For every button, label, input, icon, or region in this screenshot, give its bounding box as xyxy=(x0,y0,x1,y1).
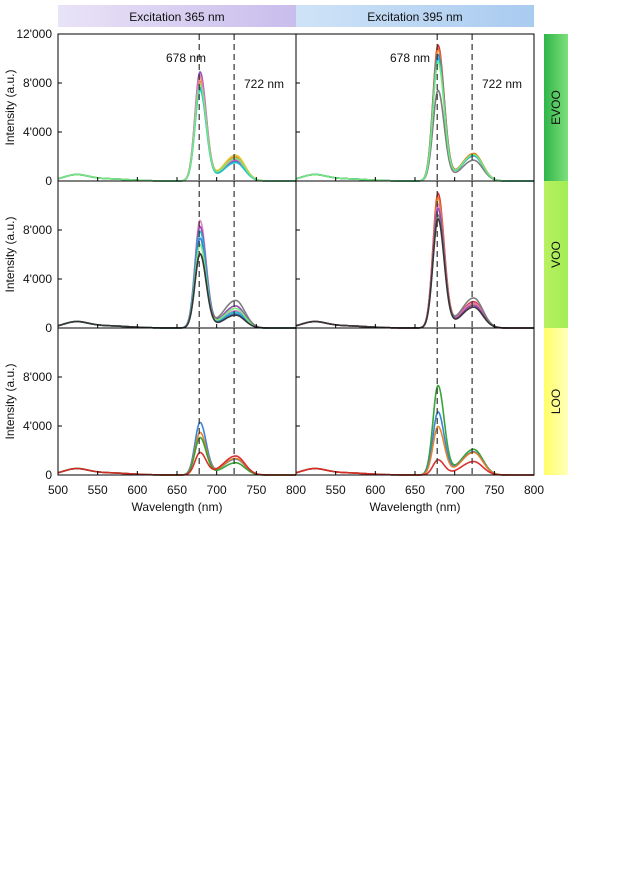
series-line xyxy=(57,86,296,182)
x-tick-label: 650 xyxy=(167,483,187,497)
series-line xyxy=(295,213,534,329)
series-line xyxy=(57,230,296,329)
series-line xyxy=(57,74,296,182)
row-label-bar xyxy=(544,181,568,328)
series-line xyxy=(295,191,534,329)
panel-frame xyxy=(295,327,535,476)
series-line xyxy=(57,252,296,329)
series-line xyxy=(295,47,534,182)
series-line xyxy=(57,431,296,476)
panel-voo-365nm xyxy=(57,181,296,329)
series-line xyxy=(295,206,534,329)
series-line xyxy=(295,425,534,476)
series-line xyxy=(57,421,296,476)
row-labels: EVOO VOO LOO xyxy=(544,34,568,475)
y-tick-label: 8'000 xyxy=(23,370,52,384)
x-tick-label: 600 xyxy=(365,483,385,497)
y-tick-label: 0 xyxy=(45,174,52,188)
series-line xyxy=(295,410,534,476)
y-tick-label: 8'000 xyxy=(23,223,52,237)
panel-frame xyxy=(57,180,297,329)
series-line xyxy=(57,225,296,329)
series-line xyxy=(57,436,296,476)
panel-loo-365nm xyxy=(57,328,296,476)
series-line xyxy=(295,196,534,329)
column-header-bar xyxy=(58,5,296,27)
y-tick-label: 0 xyxy=(45,321,52,335)
x-tick-label: 650 xyxy=(405,483,425,497)
x-tick-label: 800 xyxy=(286,483,306,497)
peak-annotation: 678 nm xyxy=(166,51,206,65)
row-label: EVOO xyxy=(549,90,563,125)
series-line xyxy=(57,252,296,329)
series-line xyxy=(57,88,296,182)
series-line xyxy=(295,217,534,329)
series-line xyxy=(295,43,534,182)
series-line xyxy=(295,202,534,329)
x-axis-label: Wavelength (nm) xyxy=(132,500,223,514)
y-axis-label: Intensity (a.u.) xyxy=(3,216,17,292)
series-line xyxy=(295,53,534,182)
y-tick-label: 4'000 xyxy=(23,272,52,286)
row-label: VOO xyxy=(549,241,563,268)
panel-voo-395nm xyxy=(295,181,534,329)
y-axis-label: Intensity (a.u.) xyxy=(3,363,17,439)
x-tick-label: 750 xyxy=(246,483,266,497)
column-headers: Excitation 365 nm Excitation 395 nm xyxy=(58,5,534,27)
y-tick-label: 4'000 xyxy=(23,419,52,433)
series-line xyxy=(57,237,296,329)
x-tick-label: 700 xyxy=(445,483,465,497)
peak-annotation: 722 nm xyxy=(244,77,284,91)
y-tick-label: 4'000 xyxy=(23,125,52,139)
series-line xyxy=(57,80,296,182)
panel-frame xyxy=(57,327,297,476)
x-tick-label: 600 xyxy=(127,483,147,497)
series-line xyxy=(57,83,296,182)
y-tick-label: 8'000 xyxy=(23,76,52,90)
axes: 678 nm 722 nm 678 nm 722 nm 0 4'000 8'000 12'00… xyxy=(3,27,544,514)
x-tick-label: 700 xyxy=(207,483,227,497)
peak-annotation: 678 nm xyxy=(390,51,430,65)
panel-loo-395nm xyxy=(295,328,534,476)
y-axis-label: Intensity (a.u.) xyxy=(3,69,17,145)
series-line xyxy=(57,76,296,182)
row-label-bar xyxy=(544,34,568,181)
panel-frame xyxy=(295,180,535,329)
series-line xyxy=(57,219,296,329)
column-header-label: Excitation 365 nm xyxy=(129,10,224,24)
column-header-label: Excitation 395 nm xyxy=(367,10,462,24)
series-line xyxy=(57,243,296,329)
x-axis-label: Wavelength (nm) xyxy=(370,500,461,514)
x-tick-label: 800 xyxy=(524,483,544,497)
y-tick-label: 12'000 xyxy=(16,27,52,41)
x-tick-label: 750 xyxy=(484,483,504,497)
x-tick-label: 550 xyxy=(88,483,108,497)
column-header-bar xyxy=(296,5,534,27)
series-line xyxy=(295,89,534,182)
series-line xyxy=(295,384,534,476)
y-tick-label: 0 xyxy=(45,468,52,482)
row-label-bar xyxy=(544,328,568,475)
peak-annotation: 722 nm xyxy=(482,77,522,91)
x-tick-label: 550 xyxy=(326,483,346,497)
row-label: LOO xyxy=(549,389,563,414)
x-tick-label: 500 xyxy=(48,483,68,497)
